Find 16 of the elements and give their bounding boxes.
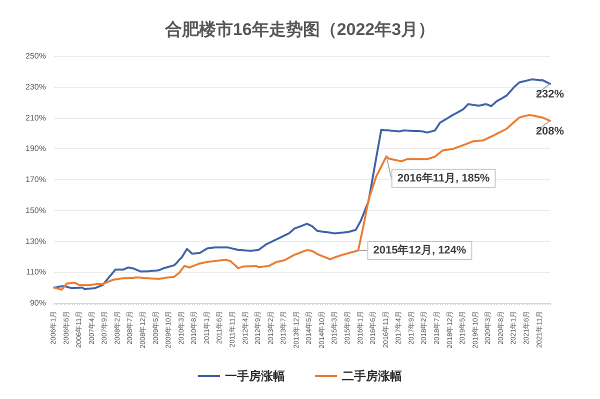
y-tick-label: 90%: [30, 298, 46, 308]
y-tick-label: 170%: [26, 175, 46, 184]
y-tick-label: 210%: [26, 113, 46, 122]
legend-label: 二手房涨幅: [342, 369, 402, 383]
y-tick-label: 230%: [26, 82, 46, 92]
y-tick-label: 250%: [26, 52, 46, 60]
data-label: 2015年12月, 124%: [373, 244, 466, 257]
chart-title: 合肥楼市16年走势图（2022年3月）: [164, 20, 436, 39]
data-label: 232%: [536, 88, 564, 100]
legend-label: 一手房涨幅: [225, 369, 285, 383]
y-tick-label: 110%: [26, 268, 46, 277]
data-label: 208%: [536, 125, 564, 138]
y-tick-label: 130%: [26, 236, 46, 246]
data-label: 2016年11月, 185%: [397, 171, 490, 184]
y-tick-label: 150%: [26, 206, 46, 215]
y-tick-label: 190%: [26, 144, 46, 154]
